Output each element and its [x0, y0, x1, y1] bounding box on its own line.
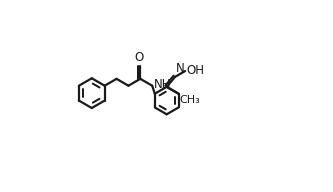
Text: O: O [135, 51, 144, 64]
Text: NH: NH [154, 79, 171, 91]
Text: CH₃: CH₃ [179, 95, 200, 105]
Text: N: N [176, 62, 184, 75]
Text: OH: OH [186, 64, 204, 77]
